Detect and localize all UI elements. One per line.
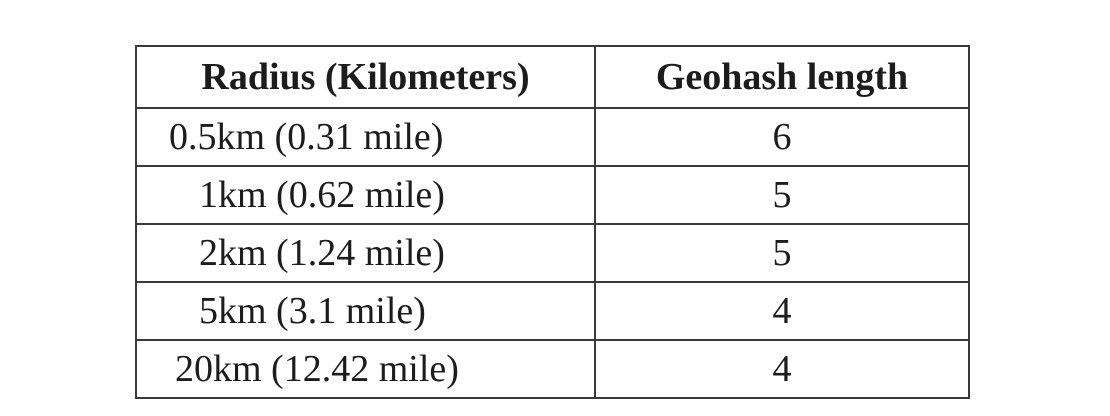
table-header-row: Radius (Kilometers) Geohash length — [135, 45, 970, 109]
radius-cell: 2km (1.24 mile) — [135, 223, 596, 283]
geohash-length-cell: 5 — [594, 223, 970, 283]
radius-cell: 20km (12.42 mile) — [135, 339, 596, 399]
radius-cell: 1km (0.62 mile) — [135, 165, 596, 225]
geohash-length-cell: 4 — [594, 281, 970, 341]
geohash-length-cell: 6 — [594, 107, 970, 167]
table-row: 0.5km (0.31 mile) 6 — [135, 107, 970, 167]
header-radius: Radius (Kilometers) — [135, 45, 596, 109]
geohash-length-cell: 5 — [594, 165, 970, 225]
table-row: 5km (3.1 mile) 4 — [135, 281, 970, 341]
geohash-length-cell: 4 — [594, 339, 970, 399]
radius-cell: 5km (3.1 mile) — [135, 281, 596, 341]
header-geohash-length: Geohash length — [594, 45, 970, 109]
table-row: 20km (12.42 mile) 4 — [135, 339, 970, 399]
table-row: 2km (1.24 mile) 5 — [135, 223, 970, 283]
geohash-radius-table: Radius (Kilometers) Geohash length 0.5km… — [135, 45, 970, 399]
radius-cell: 0.5km (0.31 mile) — [135, 107, 596, 167]
geohash-table-container: Radius (Kilometers) Geohash length 0.5km… — [135, 45, 970, 399]
table-row: 1km (0.62 mile) 5 — [135, 165, 970, 225]
